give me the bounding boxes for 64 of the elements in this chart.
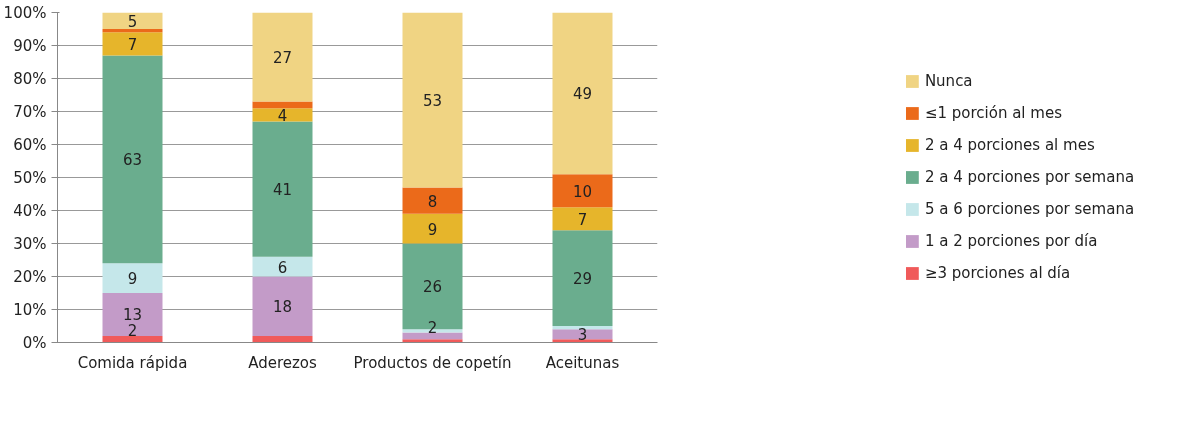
y-tick-label: 70% <box>13 102 47 121</box>
data-label: 3 <box>577 326 588 345</box>
bar <box>102 263 163 293</box>
bar <box>402 12 463 188</box>
y-tick-label: 30% <box>13 234 47 253</box>
bar <box>252 335 313 343</box>
data-label: 41 <box>272 181 293 200</box>
legend-label: ≥3 porciones al día <box>924 264 1071 282</box>
data-label: 29 <box>572 270 593 289</box>
y-tick-label: 0% <box>22 333 47 352</box>
data-label: 53 <box>422 91 443 110</box>
y-tick-label: 60% <box>13 135 47 154</box>
bar <box>102 32 163 56</box>
bar <box>402 332 463 340</box>
bar <box>102 55 163 264</box>
bar <box>252 101 313 109</box>
bar <box>102 29 163 33</box>
bar <box>402 339 463 343</box>
y-tick-label: 10% <box>13 300 47 319</box>
legend-label: 2 a 4 porciones por semana <box>924 168 1135 186</box>
y-tick-label: 20% <box>13 267 47 286</box>
data-label: 7 <box>127 35 138 54</box>
bar <box>102 335 163 343</box>
bar <box>402 213 463 244</box>
data-label: 26 <box>422 278 443 297</box>
bar <box>552 207 613 231</box>
legend-label: Nunca <box>924 72 973 90</box>
data-label: 6 <box>277 258 288 277</box>
bar <box>252 12 313 102</box>
legend-label: 5 a 6 porciones por semana <box>924 200 1135 218</box>
x-tick-label: Aceitunas <box>545 353 620 372</box>
data-label: 27 <box>272 49 293 68</box>
y-tick-label: 90% <box>13 36 47 55</box>
data-label: 49 <box>572 85 593 104</box>
data-label: 4 <box>277 106 288 125</box>
y-tick-label: 100% <box>3 3 47 22</box>
bar <box>402 187 463 214</box>
bar <box>552 230 613 326</box>
data-label: 8 <box>427 192 438 211</box>
bar <box>102 293 163 336</box>
data-label: 63 <box>122 151 143 170</box>
y-tick-label: 50% <box>13 168 47 187</box>
data-label: 9 <box>427 220 438 239</box>
y-tick-label: 40% <box>13 201 47 220</box>
bar <box>252 121 313 257</box>
bar <box>552 12 613 175</box>
data-label: 7 <box>577 210 588 229</box>
bar <box>252 108 313 122</box>
x-tick-label: Productos de copetín <box>353 353 512 372</box>
bar <box>252 256 313 277</box>
legend-label: 1 a 2 porciones por día <box>924 232 1098 250</box>
bar <box>102 12 163 29</box>
x-tick-label: Comida rápida <box>77 353 188 372</box>
data-label: 18 <box>272 298 293 317</box>
x-tick-label: Aderezos <box>248 353 318 372</box>
y-tick-label: 80% <box>13 69 47 88</box>
bar <box>552 174 613 208</box>
data-label: 10 <box>572 182 593 201</box>
bar <box>252 276 313 336</box>
legend-label: ≤1 porción al mes <box>924 104 1062 122</box>
legend-label: 2 a 4 porciones al mes <box>924 136 1095 154</box>
data-label: 5 <box>127 12 138 31</box>
bar <box>552 329 613 340</box>
data-label: 9 <box>127 270 138 289</box>
